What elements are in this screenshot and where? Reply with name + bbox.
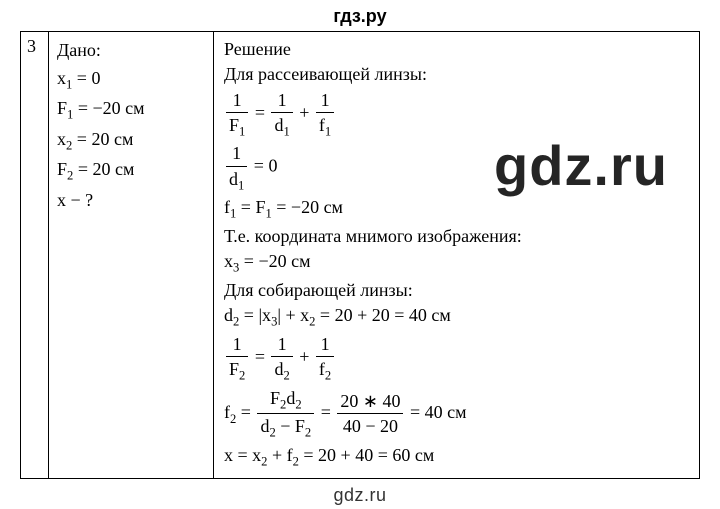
solution-text: Для рассеивающей линзы:: [224, 62, 689, 86]
page-header: гдз.ру: [0, 0, 720, 31]
given-line: F1 = −20 см: [57, 95, 205, 124]
equation: d2 = |x3| + x2 = 20 + 20 = 40 см: [224, 303, 689, 331]
solution-text: Для собирающей линзы:: [224, 278, 689, 302]
equation: f1 = F1 = −20 см: [224, 195, 689, 223]
given-line: x1 = 0: [57, 65, 205, 94]
equation: 1F2 = 1d2 + 1f2: [224, 332, 689, 385]
problem-number-cell: 3: [21, 32, 49, 478]
solution-title: Решение: [224, 37, 689, 61]
equation: 1d1 = 0: [224, 141, 689, 194]
given-column: Дано: x1 = 0 F1 = −20 см x2 = 20 см F2 =…: [49, 32, 214, 478]
given-title: Дано:: [57, 37, 205, 64]
given-line: x2 = 20 см: [57, 126, 205, 155]
solution-box: 3 Дано: x1 = 0 F1 = −20 см x2 = 20 см F2…: [20, 31, 700, 479]
equation: x3 = −20 см: [224, 249, 689, 277]
given-line: x − ?: [57, 187, 205, 216]
page-footer: gdz.ru: [0, 479, 720, 506]
solution-text: Т.е. координата мнимого изображения:: [224, 224, 689, 248]
solution-column: Решение Для рассеивающей линзы: 1F1 = 1d…: [214, 32, 699, 478]
equation: f2 = F2d2d2 − F2 = 20 ∗ 4040 − 20 = 40 с…: [224, 386, 689, 442]
equation: x = x2 + f2 = 20 + 40 = 60 см: [224, 443, 689, 471]
given-line: F2 = 20 см: [57, 156, 205, 185]
problem-number: 3: [27, 36, 36, 56]
equation: 1F1 = 1d1 + 1f1: [224, 88, 689, 141]
